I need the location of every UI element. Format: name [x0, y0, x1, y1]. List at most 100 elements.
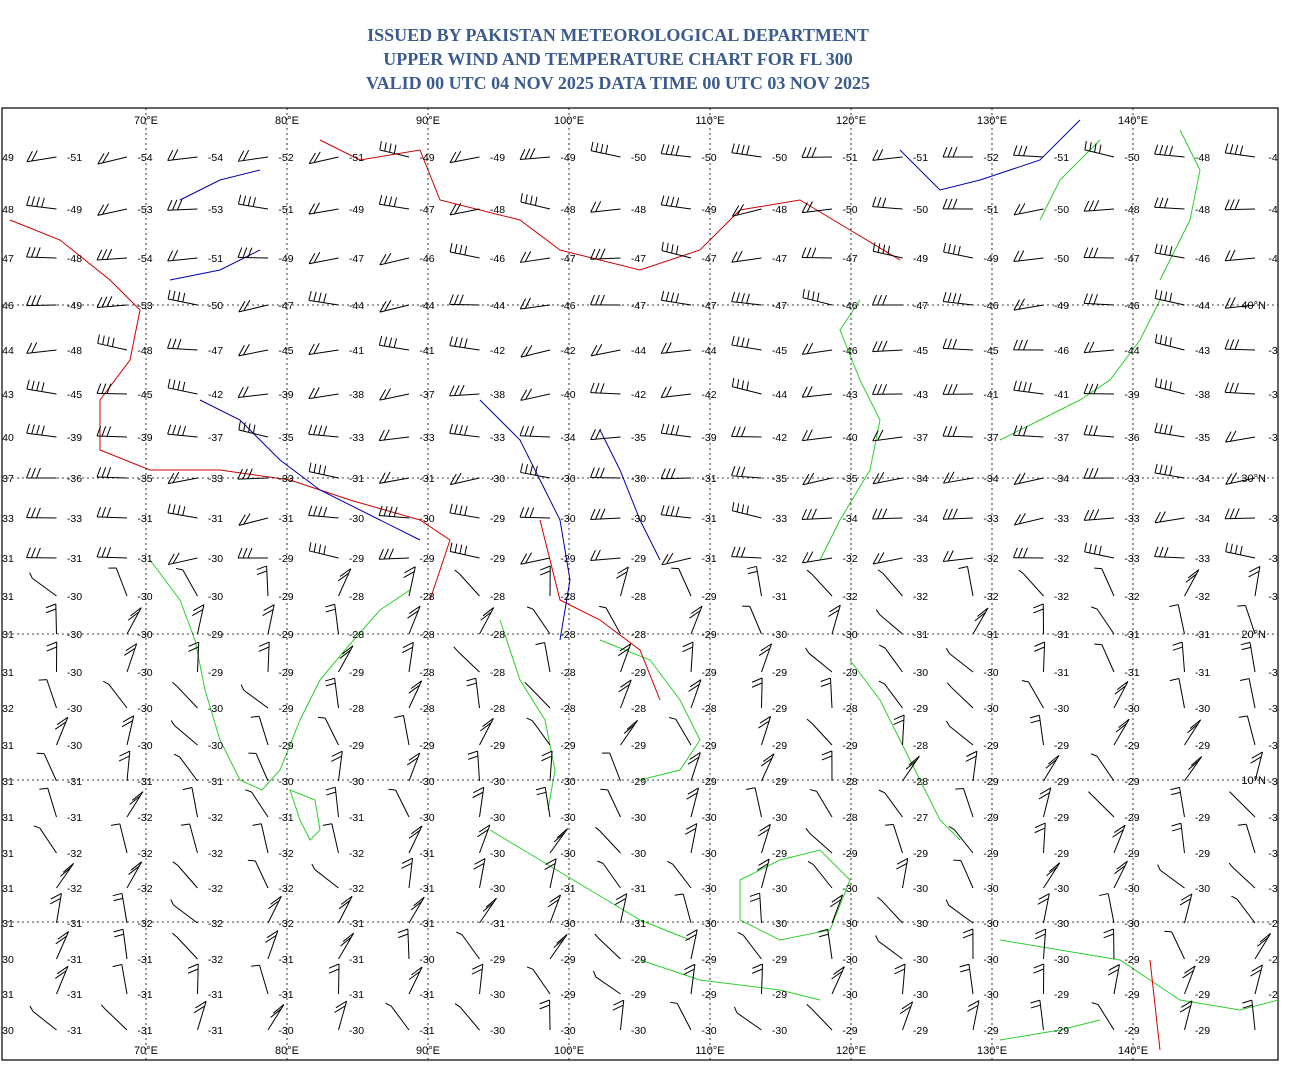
wind-feather	[242, 195, 247, 206]
temperature: -31	[1124, 667, 1139, 679]
wind-feather	[590, 201, 597, 213]
wind-feather	[1093, 509, 1100, 520]
temperature: -39	[137, 432, 152, 444]
wind-feather	[947, 292, 952, 303]
wind-feather	[41, 382, 45, 392]
temperature: -32	[137, 918, 152, 930]
wind-barb	[620, 1000, 625, 1031]
wind-feather	[877, 552, 885, 564]
temperature: -28	[490, 629, 505, 641]
wind-feather	[1093, 199, 1100, 211]
temperature: -35	[842, 473, 857, 485]
temperature: -30	[983, 918, 998, 930]
wind-feather	[313, 251, 321, 264]
temperature: -30	[208, 740, 223, 752]
wind-feather	[1154, 512, 1161, 524]
wind-feather	[410, 680, 422, 690]
wind-feather	[1169, 337, 1172, 347]
wind-feather	[175, 567, 183, 571]
wind-feather	[45, 608, 57, 614]
wind-feather	[746, 293, 750, 304]
temperature: -29	[913, 1025, 928, 1037]
wind-feather	[731, 335, 735, 346]
wind-feather	[466, 682, 477, 687]
temperature: -29	[842, 1025, 857, 1037]
wind-feather	[525, 345, 533, 357]
wind-feather	[449, 503, 453, 514]
wind-barb	[1097, 1004, 1115, 1031]
temperature: -42	[701, 389, 716, 401]
wind-barb	[884, 683, 903, 709]
temperature: -49	[913, 253, 928, 265]
wind-feather	[952, 338, 957, 350]
temperature: -29	[772, 989, 787, 1001]
wind-feather	[1250, 756, 1262, 764]
wind-barb	[173, 904, 198, 924]
temperature: -29	[772, 776, 787, 788]
wind-feather	[820, 677, 831, 682]
temperature: -49	[67, 300, 82, 312]
wind-feather	[952, 146, 958, 158]
wind-feather	[384, 299, 392, 312]
wind-feather	[952, 508, 958, 520]
wind-feather	[595, 428, 601, 440]
temperature: -29	[419, 553, 434, 565]
wind-feather	[313, 424, 318, 435]
wind-feather	[1180, 893, 1193, 901]
wind-feather	[556, 828, 568, 839]
longitude-label: 90°E	[416, 1045, 440, 1057]
wind-barb	[1154, 517, 1185, 524]
wind-barb	[949, 653, 974, 673]
wind-feather	[308, 290, 312, 301]
wind-feather	[237, 468, 243, 480]
wind-feather	[378, 548, 384, 560]
temperature: -29	[701, 591, 716, 603]
wind-feather	[519, 425, 525, 436]
wind-barb	[882, 572, 903, 597]
temperature: 31	[2, 918, 14, 930]
temperature: -30	[842, 954, 857, 966]
temperature: -46	[419, 253, 434, 265]
temperature: -32	[208, 812, 223, 824]
wind-feather	[805, 647, 810, 654]
wind-feather	[947, 384, 953, 395]
temperature: -28	[913, 776, 928, 788]
wind-barb	[1184, 569, 1200, 597]
temperature: -46	[842, 345, 857, 357]
temperature: -43	[1195, 345, 1210, 357]
wind-feather	[464, 506, 468, 516]
temperature: 30	[2, 1025, 14, 1037]
wind-feather	[1239, 145, 1244, 156]
wind-feather	[26, 295, 32, 306]
wind-feather	[1229, 508, 1235, 519]
wind-feather	[31, 295, 37, 306]
wind-feather	[31, 342, 38, 354]
wind-feather	[1169, 604, 1179, 607]
wind-feather	[670, 1001, 678, 1004]
wind-feather	[806, 429, 813, 441]
wind-feather	[947, 426, 953, 437]
wind-feather	[245, 789, 252, 793]
wind-barb	[943, 477, 974, 484]
wind-barb	[892, 824, 903, 854]
wind-feather	[1033, 603, 1044, 609]
wind-barb	[1171, 931, 1185, 960]
wind-barb	[759, 893, 762, 924]
wind-feather	[530, 195, 533, 205]
wind-feather	[875, 935, 879, 942]
wind-feather	[250, 715, 260, 718]
wind-barb	[379, 203, 410, 210]
wind-feather	[595, 201, 602, 212]
wind-feather	[1046, 866, 1058, 877]
wind-barb	[459, 573, 480, 597]
wind-feather	[806, 718, 812, 724]
wind-feather	[675, 506, 680, 517]
wind-barb	[1043, 823, 1046, 854]
wind-barb	[475, 678, 480, 709]
wind-barb	[519, 516, 551, 519]
wind-feather	[323, 465, 327, 475]
wind-barb	[1225, 391, 1256, 395]
wind-feather	[736, 546, 741, 558]
wind-feather	[592, 970, 597, 978]
temperature: -30	[1124, 703, 1139, 715]
